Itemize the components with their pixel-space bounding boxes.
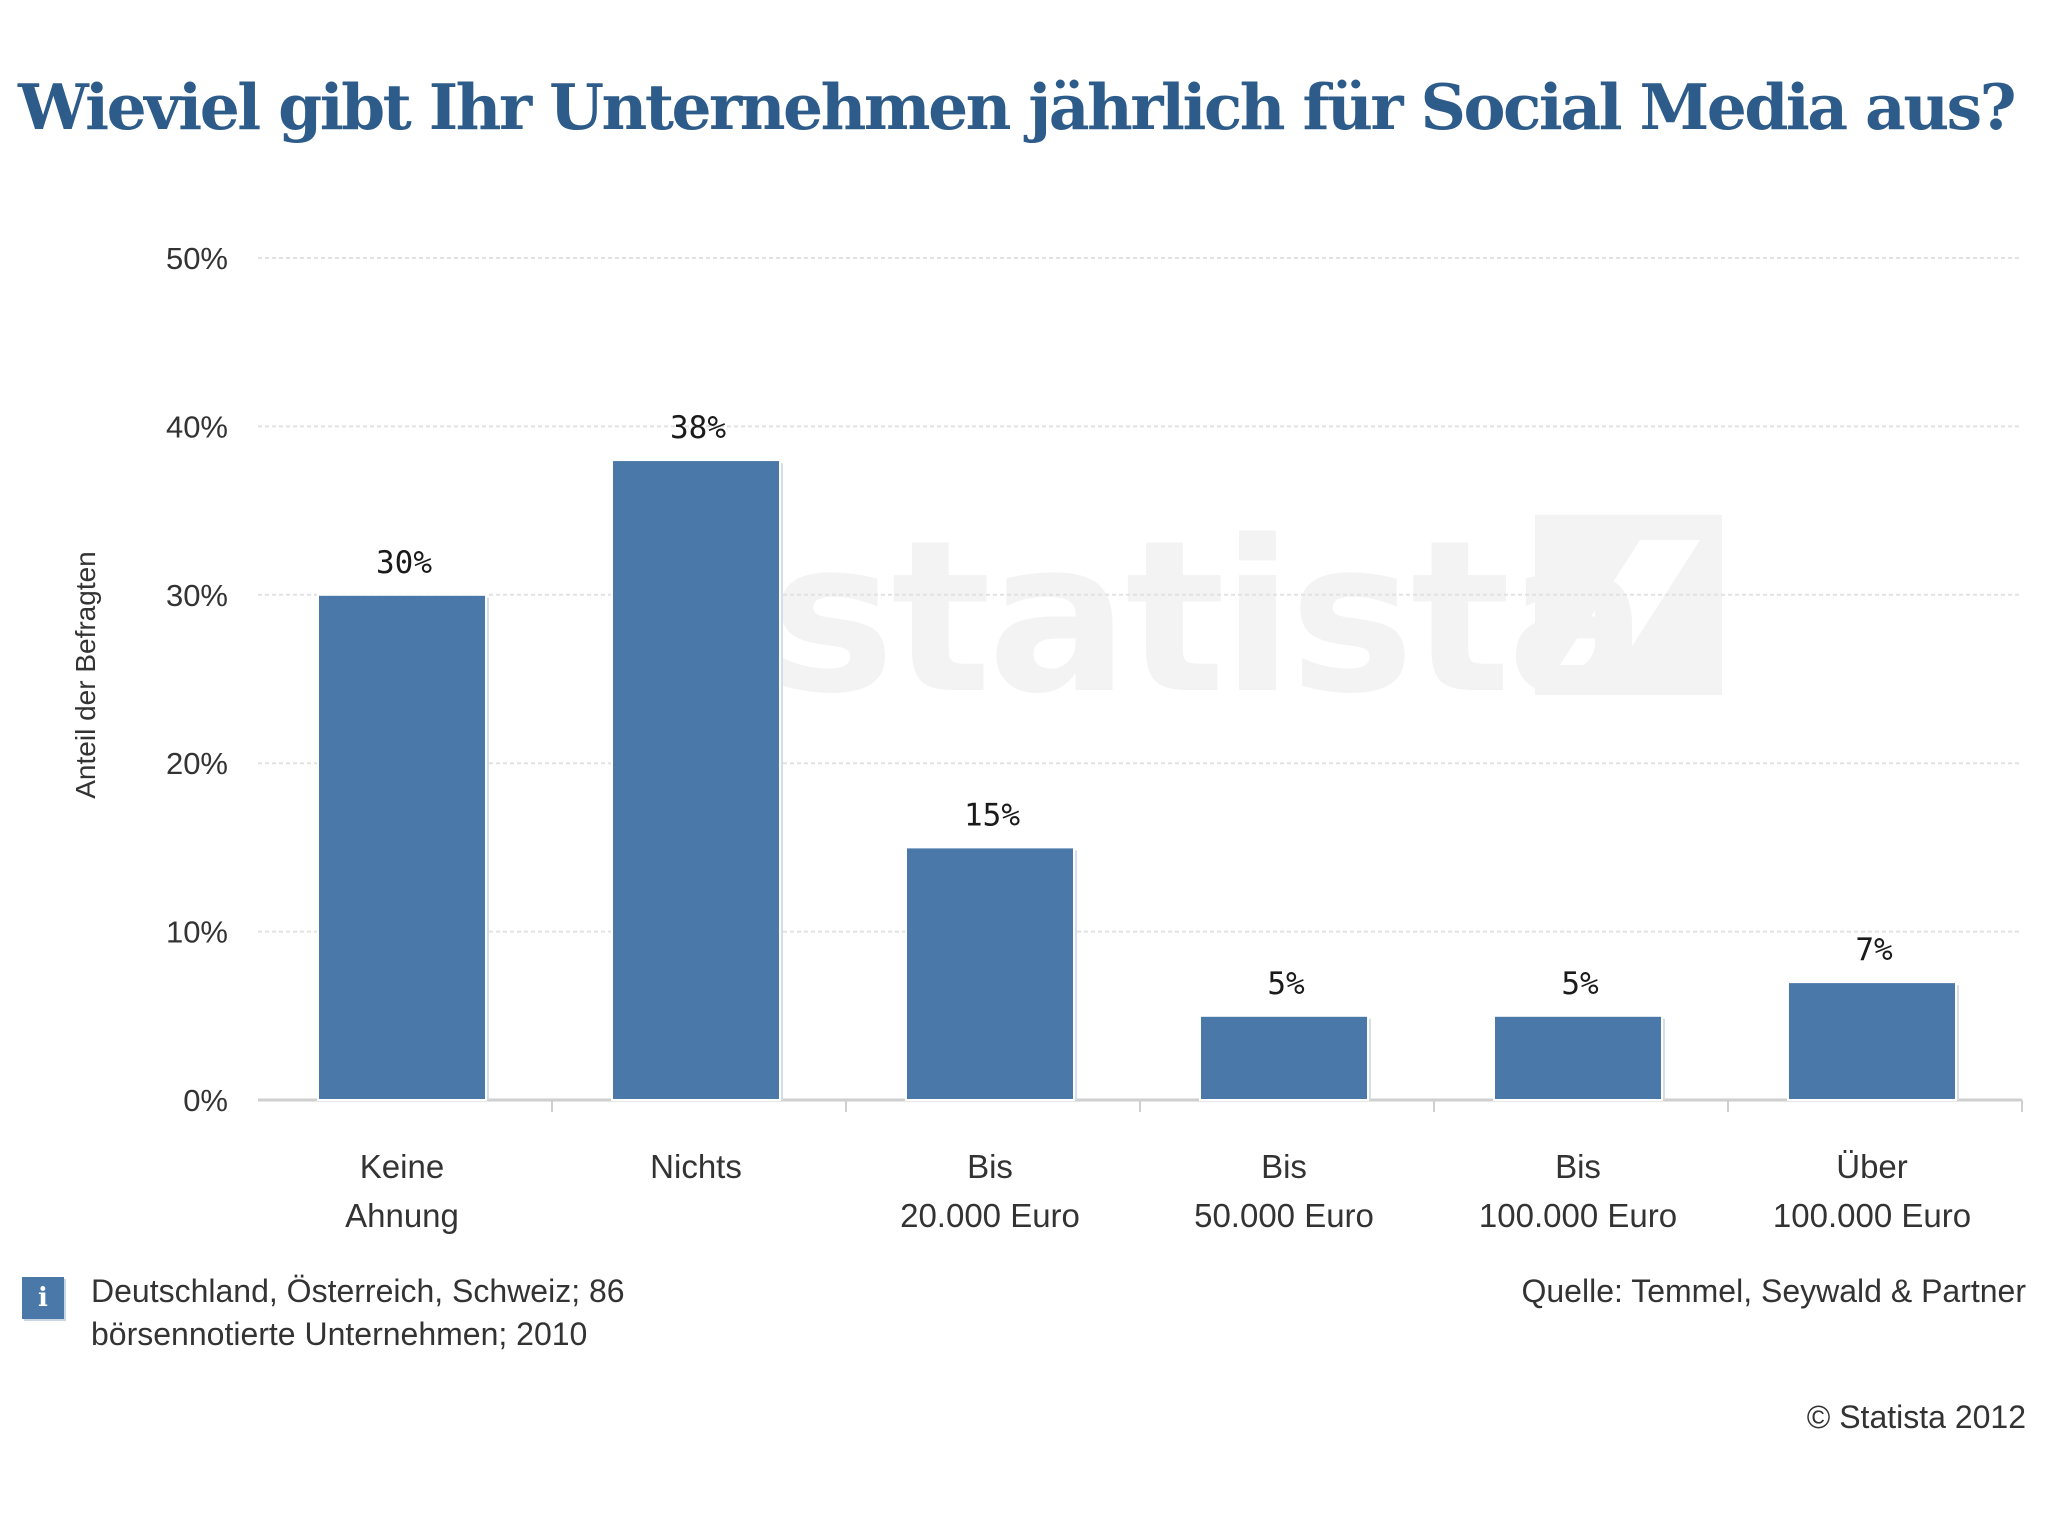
bar[interactable]	[1199, 1014, 1369, 1101]
category-label: Bis 50.000 Euro	[1194, 1148, 1374, 1234]
info-note: Deutschland, Österreich, Schweiz; 86 bör…	[91, 1270, 791, 1356]
bar[interactable]	[317, 593, 487, 1101]
bar[interactable]	[1493, 1014, 1663, 1101]
bar[interactable]	[611, 459, 781, 1101]
value-label: 15%	[964, 797, 1020, 833]
value-labels: 30% 38% 15% 5% 5% 7%	[376, 410, 1893, 1002]
y-tick-label: 20%	[166, 746, 228, 781]
y-tick-label: 50%	[166, 241, 228, 276]
y-tick-label: 30%	[166, 578, 228, 613]
watermark: statista	[770, 495, 1722, 740]
category-label: Über 100.000 Euro	[1773, 1148, 1971, 1234]
bars	[317, 459, 1959, 1102]
source-note: Quelle: Temmel, Seywald & Partner	[1521, 1273, 2026, 1309]
y-tick-label: 40%	[166, 409, 228, 444]
x-axis	[258, 1098, 2023, 1112]
bar[interactable]	[905, 846, 1075, 1102]
info-icon[interactable]: i	[22, 1277, 64, 1319]
chart-title: Wieviel gibt Ihr Unternehmen jährlich fü…	[18, 70, 2017, 144]
category-label: Keine Ahnung	[345, 1148, 459, 1234]
category-label: Nichts	[650, 1148, 742, 1185]
watermark-logo-icon	[1535, 515, 1722, 695]
info-line-1: Deutschland, Österreich, Schweiz; 86	[91, 1273, 625, 1309]
y-axis-ticks: 0% 10% 20% 30% 40% 50%	[166, 241, 228, 1118]
category-labels: Keine Ahnung Nichts Bis 20.000 Euro Bis 50.000…	[345, 1148, 1971, 1234]
info-line-2: börsennotierte Unternehmen; 2010	[91, 1316, 588, 1352]
gridlines	[258, 257, 2022, 933]
bar[interactable]	[1787, 981, 1957, 1101]
y-axis-label: Anteil der Befragten	[70, 551, 101, 799]
value-label: 38%	[670, 410, 726, 446]
value-label: 7%	[1855, 932, 1893, 968]
y-tick-label: 0%	[183, 1083, 228, 1118]
y-tick-label: 10%	[166, 915, 228, 950]
value-label: 5%	[1561, 966, 1599, 1002]
value-label: 30%	[376, 545, 432, 581]
watermark-text: statista	[770, 495, 1645, 740]
category-label: Bis 20.000 Euro	[900, 1148, 1080, 1234]
copyright-note: © Statista 2012	[1806, 1399, 2026, 1435]
category-label: Bis 100.000 Euro	[1479, 1148, 1677, 1234]
value-label: 5%	[1267, 966, 1305, 1002]
